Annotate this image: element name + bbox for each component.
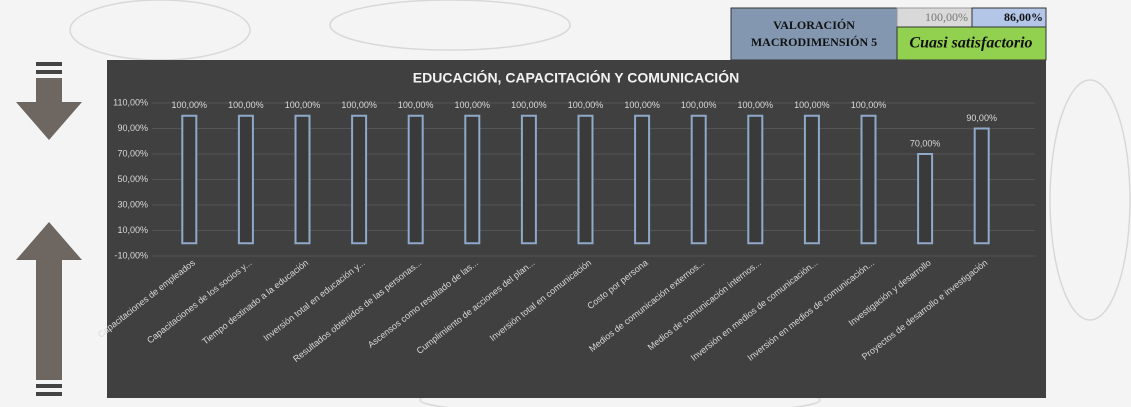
bar [181, 114, 198, 245]
bar [917, 153, 934, 245]
header-title: VALORACIÓN [773, 18, 855, 32]
value-label: 100,00% [341, 100, 377, 110]
bar [464, 114, 481, 245]
y-tick-label: 50,00% [117, 174, 148, 184]
value-label: 100,00% [455, 100, 491, 110]
bar [860, 114, 877, 245]
arrow-up [16, 222, 82, 396]
arrow-down [16, 62, 82, 140]
value-label: 90,00% [966, 113, 997, 123]
y-tick-label: 90,00% [117, 123, 148, 133]
y-tick-label: 30,00% [117, 199, 148, 209]
value-label: 100,00% [624, 100, 660, 110]
bar [237, 114, 254, 245]
rating-cell [896, 26, 1047, 61]
bar [407, 114, 424, 245]
value-label: 100,00% [228, 100, 264, 110]
bar [351, 114, 368, 245]
header-title: MACRODIMENSIÓN 5 [751, 35, 877, 49]
value-label: 100,00% [511, 100, 547, 110]
bar [803, 114, 820, 245]
chart-area [107, 60, 1046, 398]
bar [577, 114, 594, 245]
value-label: 100,00% [172, 100, 208, 110]
value-label: 100,00% [851, 100, 887, 110]
value-label: 70,00% [910, 138, 941, 148]
y-tick-label: 110,00% [113, 97, 148, 107]
value-label: 100,00% [285, 100, 321, 110]
rating: Cuasi satisfactorio [909, 35, 1032, 52]
value-label: 100,00% [794, 100, 830, 110]
chart-title: EDUCACIÓN, CAPACITACIÓN Y COMUNICACIÓN [413, 69, 739, 86]
bar [747, 114, 764, 245]
max-score: 100,00% [925, 10, 968, 24]
bar [294, 114, 311, 245]
bar [634, 114, 651, 245]
value-label: 100,00% [568, 100, 604, 110]
y-tick-label: -10,00% [114, 250, 148, 260]
y-tick-label: 70,00% [117, 148, 148, 158]
y-tick-label: 10,00% [117, 225, 148, 235]
value-label: 100,00% [738, 100, 774, 110]
value-label: 100,00% [681, 100, 717, 110]
bar [520, 114, 537, 245]
value-label: 100,00% [398, 100, 434, 110]
score: 86,00% [1004, 10, 1043, 24]
bar [690, 114, 707, 245]
bar [973, 127, 990, 245]
